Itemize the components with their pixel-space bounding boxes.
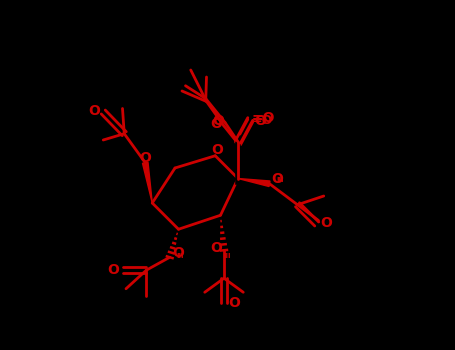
Text: O: O [254, 114, 266, 128]
Text: III: III [177, 253, 184, 259]
Text: O: O [320, 216, 332, 230]
Text: O: O [210, 117, 222, 131]
Text: O: O [139, 151, 151, 165]
Text: III: III [223, 253, 230, 259]
Polygon shape [238, 178, 270, 187]
Text: O: O [210, 241, 222, 255]
Text: O: O [172, 246, 184, 260]
Text: O: O [107, 262, 119, 276]
Text: III: III [277, 177, 284, 183]
Text: =O: =O [252, 114, 273, 127]
Polygon shape [142, 162, 152, 203]
Text: O: O [211, 144, 223, 158]
Text: O: O [212, 114, 224, 128]
Text: O: O [88, 104, 100, 118]
Text: O: O [271, 172, 283, 186]
Text: O: O [228, 296, 240, 310]
Text: =O: =O [252, 111, 275, 125]
